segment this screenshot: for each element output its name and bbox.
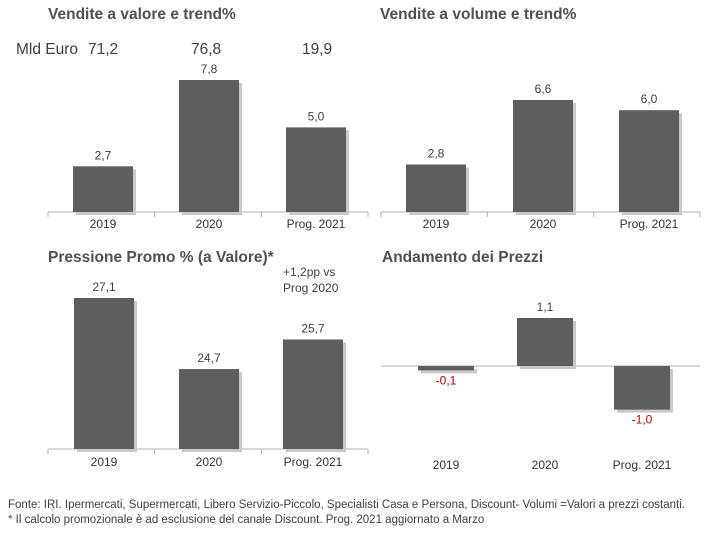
chart-2-bar-2 (513, 100, 573, 212)
chart-1-bar-1 (73, 166, 133, 212)
chart-2-value-label-3: 6,0 (641, 92, 658, 106)
chart-4-category-label-1: 2019 (433, 458, 460, 472)
chart-4-bar-2 (517, 318, 573, 366)
chart-1-value-label-2: 7,8 (201, 62, 218, 76)
chart-1-bar-2 (179, 80, 239, 212)
chart-1-title: Vendite a valore e trend% (48, 6, 236, 23)
chart-3-bar-3 (283, 339, 343, 449)
chart-4-title: Andamento dei Prezzi (382, 249, 544, 266)
chart-4-bar-shadow (421, 369, 477, 374)
chart-1-summary-2021: 19,9 (302, 41, 333, 58)
chart-1-summary-2020: 76,8 (191, 41, 222, 58)
chart-1-value-label-1: 2,7 (95, 148, 112, 162)
chart-4-value-label-3: -1,0 (632, 413, 653, 427)
footnote-source: Fonte: IRI. Ipermercati, Supermercati, L… (8, 499, 685, 511)
chart-4-category-label-2: 2020 (532, 458, 559, 472)
chart-2-category-label-1: 2019 (423, 217, 450, 231)
chart-2-title: Vendite a volume e trend% (380, 6, 577, 23)
chart-1-category-label-2: 2020 (196, 217, 223, 231)
chart-4-bar-3 (614, 366, 670, 410)
chart-1-category-label-3: Prog. 2021 (287, 217, 346, 231)
chart-3-bar-2 (179, 369, 239, 449)
chart-2-bar-3 (619, 110, 679, 212)
chart-4-value-label-2: 1,1 (537, 300, 554, 314)
footnote-promo: * Il calcolo promozionale è ad esclusion… (8, 514, 485, 526)
chart-2-category-label-3: Prog. 2021 (620, 217, 679, 231)
chart-4-category-label-3: Prog. 2021 (613, 458, 672, 472)
chart-3-annotation-line-2: Prog 2020 (283, 281, 339, 295)
chart-3-bar-1 (74, 298, 134, 449)
chart-1-bar-3 (286, 127, 346, 212)
chart-3-annotation: +1,2pp vs Prog 2020 (283, 264, 338, 296)
chart-2-category-label-2: 2020 (530, 217, 557, 231)
chart-2-bar-1 (406, 164, 466, 212)
chart-3-value-label-2: 24,7 (197, 351, 221, 365)
chart-1-value-label-3: 5,0 (308, 109, 325, 123)
chart-3-category-label-3: Prog. 2021 (284, 455, 343, 469)
chart-3-title: Pressione Promo % (a Valore)* (48, 249, 274, 266)
chart-1-summary-2019: 71,2 (88, 41, 119, 58)
chart-1-summary-label: Mld Euro (16, 41, 79, 58)
chart-3-value-label-3: 25,7 (301, 321, 325, 335)
chart-3-category-label-1: 2019 (91, 455, 118, 469)
chart-2-value-label-1: 2,8 (428, 146, 445, 160)
chart-1-category-label-1: 2019 (90, 217, 117, 231)
chart-3-annotation-line-1: +1,2pp vs (283, 265, 336, 279)
chart-3-category-label-2: 2020 (196, 455, 223, 469)
chart-3-value-label-1: 27,1 (92, 280, 116, 294)
chart-4-bar-1 (418, 366, 474, 371)
chart-2-value-label-2: 6,6 (535, 82, 552, 96)
chart-4-value-label-1: -0,1 (436, 373, 457, 387)
